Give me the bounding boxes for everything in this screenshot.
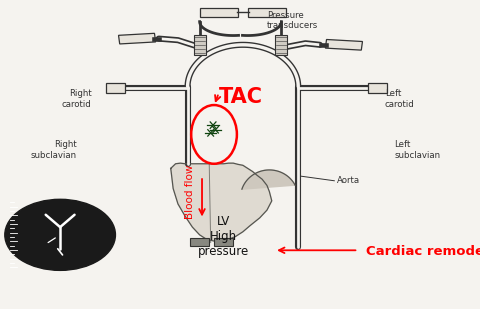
Text: Pressure
transducers: Pressure transducers	[266, 11, 318, 30]
Bar	[367, 83, 386, 93]
Text: Right
subclavian: Right subclavian	[31, 140, 77, 159]
Bar	[275, 35, 287, 55]
Bar	[199, 8, 238, 17]
Bar	[106, 83, 125, 93]
Bar	[214, 238, 233, 246]
Circle shape	[5, 199, 115, 270]
Text: Right
carotid: Right carotid	[61, 89, 91, 108]
Text: Blood flow: Blood flow	[185, 164, 194, 219]
Bar	[247, 8, 286, 17]
Text: Cardiac remodeling: Cardiac remodeling	[365, 245, 480, 258]
Bar	[193, 35, 205, 55]
Text: TAC: TAC	[218, 87, 262, 107]
Text: Left
subclavian: Left subclavian	[394, 140, 440, 159]
Text: LV
High
pressure: LV High pressure	[198, 215, 249, 258]
Polygon shape	[241, 170, 294, 189]
Bar	[190, 238, 209, 246]
Polygon shape	[170, 163, 271, 241]
Text: Aorta: Aorta	[336, 176, 359, 185]
Bar	[324, 40, 362, 50]
Text: Left
carotid: Left carotid	[384, 89, 414, 108]
Bar	[118, 33, 156, 44]
